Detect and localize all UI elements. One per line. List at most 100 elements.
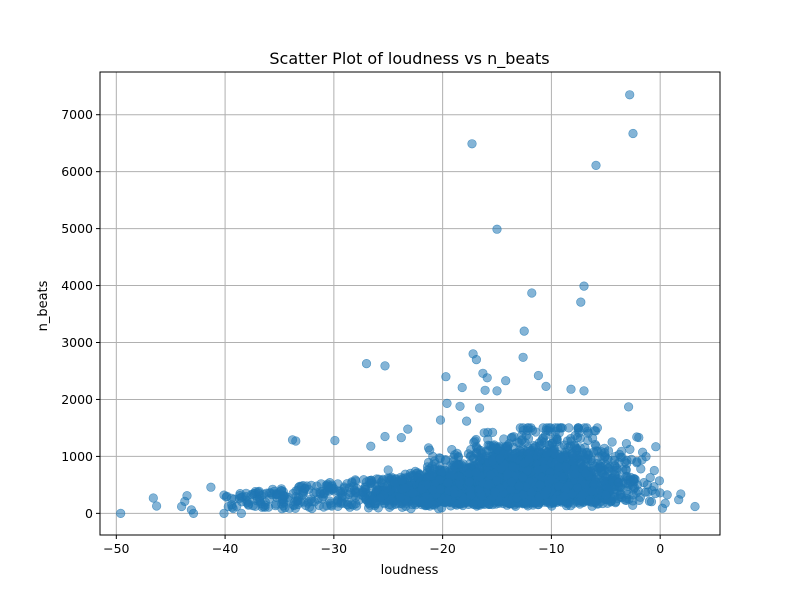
data-point bbox=[556, 453, 566, 463]
data-point bbox=[471, 448, 482, 458]
data-point bbox=[342, 479, 352, 489]
data-point bbox=[408, 488, 418, 498]
data-point bbox=[440, 455, 451, 465]
data-point bbox=[552, 437, 562, 447]
data-point bbox=[396, 433, 406, 443]
data-point bbox=[625, 90, 635, 100]
data-point bbox=[182, 491, 192, 501]
data-point bbox=[491, 475, 502, 486]
data-point bbox=[583, 428, 593, 438]
data-point bbox=[490, 487, 500, 497]
data-point bbox=[435, 415, 446, 425]
data-point bbox=[545, 423, 556, 433]
data-point bbox=[471, 355, 482, 365]
data-point bbox=[475, 403, 485, 413]
data-point bbox=[268, 484, 278, 494]
data-point bbox=[380, 431, 390, 442]
data-point bbox=[435, 484, 446, 495]
data-point bbox=[315, 489, 325, 499]
data-point bbox=[554, 462, 564, 472]
data-point bbox=[579, 281, 589, 291]
data-point bbox=[395, 492, 405, 503]
data-point bbox=[316, 479, 326, 489]
data-point bbox=[288, 488, 298, 499]
y-axis-label: n_beats bbox=[36, 280, 51, 331]
data-point bbox=[370, 498, 381, 508]
data-point bbox=[662, 490, 672, 500]
data-point bbox=[534, 446, 544, 457]
data-point bbox=[462, 416, 472, 426]
data-point bbox=[483, 498, 493, 508]
data-point bbox=[423, 443, 434, 453]
y-tick-label: 0 bbox=[85, 506, 93, 521]
data-point bbox=[546, 474, 556, 484]
plot-frame bbox=[99, 71, 721, 536]
y-tick-label: 4000 bbox=[61, 278, 93, 293]
data-point bbox=[519, 326, 529, 336]
data-point bbox=[587, 497, 597, 507]
data-point bbox=[351, 476, 361, 486]
data-point bbox=[506, 477, 517, 487]
data-point bbox=[576, 297, 586, 307]
data-point bbox=[651, 442, 661, 452]
data-point bbox=[479, 428, 489, 438]
data-point bbox=[503, 441, 513, 452]
data-point bbox=[333, 486, 343, 496]
data-point bbox=[618, 465, 628, 475]
data-point bbox=[533, 370, 544, 381]
y-tick-label: 3000 bbox=[61, 335, 93, 350]
data-point bbox=[423, 499, 434, 509]
data-point bbox=[641, 452, 651, 462]
data-point bbox=[403, 424, 413, 434]
data-point bbox=[464, 477, 475, 487]
data-point bbox=[595, 462, 605, 472]
data-point bbox=[351, 499, 361, 509]
data-point bbox=[467, 139, 477, 149]
x-tick-label: −50 bbox=[103, 541, 129, 556]
data-point bbox=[654, 476, 665, 486]
data-point bbox=[614, 478, 624, 488]
data-point bbox=[489, 440, 499, 450]
data-point bbox=[441, 372, 451, 382]
data-point bbox=[480, 385, 490, 395]
points-layer bbox=[116, 90, 700, 519]
x-tick-label: −10 bbox=[538, 541, 564, 556]
data-point bbox=[607, 437, 617, 447]
data-point bbox=[336, 498, 346, 508]
data-point bbox=[657, 503, 668, 513]
data-point bbox=[690, 501, 700, 512]
data-point bbox=[527, 288, 537, 298]
data-point bbox=[518, 472, 528, 483]
data-point bbox=[598, 498, 608, 509]
data-point bbox=[566, 384, 576, 394]
data-point bbox=[577, 447, 587, 457]
data-point bbox=[219, 508, 229, 519]
data-point bbox=[566, 436, 576, 446]
data-point bbox=[361, 359, 372, 369]
data-point bbox=[383, 473, 393, 483]
data-point bbox=[291, 436, 301, 446]
data-point bbox=[116, 508, 126, 519]
data-point bbox=[526, 487, 537, 497]
data-point bbox=[259, 501, 269, 512]
data-point bbox=[492, 224, 502, 234]
data-point bbox=[566, 501, 576, 511]
data-point bbox=[632, 458, 642, 468]
data-point bbox=[486, 470, 496, 480]
data-point bbox=[188, 508, 199, 519]
data-point bbox=[243, 499, 253, 509]
chart-title: Scatter Plot of loudness vs n_beats bbox=[269, 49, 549, 69]
data-point bbox=[254, 486, 264, 497]
data-point bbox=[495, 454, 505, 464]
data-point bbox=[603, 466, 614, 476]
data-point bbox=[572, 483, 583, 493]
data-point bbox=[235, 491, 245, 501]
data-point bbox=[649, 465, 659, 476]
data-point bbox=[628, 128, 638, 139]
data-point bbox=[400, 469, 410, 479]
data-point bbox=[482, 373, 492, 383]
data-point bbox=[535, 480, 545, 490]
data-point bbox=[325, 498, 336, 508]
data-point bbox=[372, 474, 382, 484]
